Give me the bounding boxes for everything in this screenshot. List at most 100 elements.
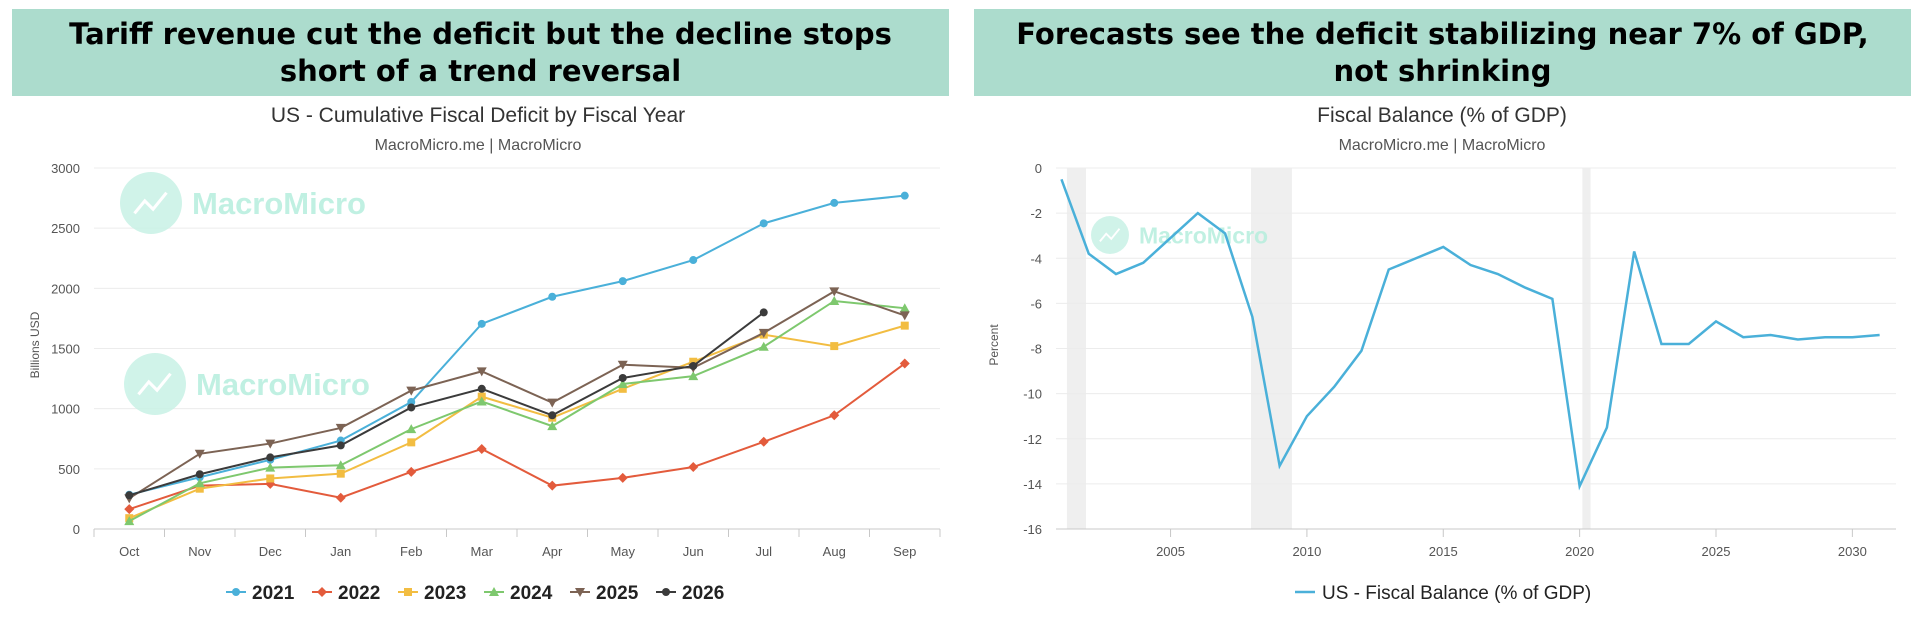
- left-x-tick-label: Dec: [259, 544, 283, 559]
- legend-marker-2024: [489, 587, 499, 596]
- right-y-tick-label: -10: [1023, 387, 1042, 402]
- series-2022-line: [128, 362, 906, 511]
- series-2021-point: [759, 219, 768, 228]
- series-2025-point: [265, 439, 276, 449]
- series-2022-point: [547, 480, 558, 491]
- series-2024-point: [617, 378, 628, 388]
- fiscal-balance-line: [1060, 178, 1880, 491]
- series-2022-point: [476, 443, 487, 454]
- left-x-tick-label: Mar: [471, 544, 494, 559]
- left-x-tick-label: May: [610, 544, 635, 559]
- series-2025-point: [406, 386, 417, 396]
- series-2026: [125, 308, 768, 500]
- left-chart-title: US - Cumulative Fiscal Deficit by Fiscal…: [271, 104, 685, 127]
- right-x-tick-label: 2005: [1156, 544, 1185, 559]
- legend-label-fiscal-balance: US - Fiscal Balance (% of GDP): [1322, 583, 1591, 604]
- right-chart-panel: Forecasts see the deficit stabilizing ne…: [960, 0, 1920, 619]
- right-watermark: MacroMicro: [1091, 216, 1268, 254]
- series-2022-point: [899, 358, 910, 369]
- series-2023-point: [689, 357, 698, 366]
- series-2025-point: [194, 449, 205, 459]
- right-y-axis-title: Percent: [987, 324, 1001, 366]
- left-y-tick-label: 1000: [51, 402, 80, 417]
- series-2021-point: [548, 292, 557, 301]
- series-2026-point: [618, 373, 627, 382]
- series-2024: [124, 295, 910, 526]
- left-banner-headline: Tariff revenue cut the deficit but the d…: [12, 9, 949, 96]
- series-2026-point: [195, 470, 204, 479]
- left-top-watermark-trend-icon: [133, 191, 168, 215]
- left-y-tick-label: 2000: [51, 281, 80, 296]
- series-2023-point: [618, 384, 627, 393]
- left-y-tick-label: 3000: [51, 161, 80, 176]
- series-2026-point: [759, 308, 768, 317]
- series-2025-point: [476, 367, 487, 377]
- series-2026-line: [128, 311, 765, 497]
- left-y-tick-label: 500: [58, 462, 80, 477]
- legend-marker-2021: [232, 588, 240, 596]
- right-y-tick-label: -16: [1023, 522, 1042, 537]
- left-legend: 2021 2022 2023 2024 2025 2026: [226, 583, 724, 604]
- series-2024-point: [899, 303, 910, 313]
- series-2022-point: [617, 472, 628, 483]
- series-2022-point: [335, 492, 346, 503]
- right-y-tick-label: 0: [1035, 161, 1042, 176]
- left-x-tick-label: Jan: [330, 544, 351, 559]
- series-2021-point: [618, 277, 627, 286]
- series-2024-point: [758, 341, 769, 351]
- left-x-tick-label: Aug: [823, 544, 846, 559]
- left-x-tick-label: Oct: [119, 544, 140, 559]
- right-watermark-logo-icon: [1091, 216, 1129, 254]
- series-2024-point: [406, 424, 417, 434]
- legend-marker-2022: [317, 587, 327, 597]
- left-bottom-watermark-text: MacroMicro: [196, 367, 370, 402]
- series-2021-point: [900, 191, 909, 200]
- series-2023-point: [266, 474, 275, 483]
- series-2022-point: [406, 466, 417, 477]
- left-x-tick-label: Jun: [683, 544, 704, 559]
- right-chart-title: Fiscal Balance (% of GDP): [1317, 104, 1567, 127]
- series-2024-point: [829, 295, 840, 305]
- right-chart-subtitle: MacroMicro.me | MacroMicro: [1339, 137, 1546, 154]
- left-gridlines: [94, 167, 940, 530]
- series-2023: [125, 321, 909, 523]
- series-2023-point: [336, 469, 345, 478]
- series-2022-point: [829, 410, 840, 421]
- series-2024-point: [688, 371, 699, 381]
- right-x-tick-label: 2025: [1702, 544, 1731, 559]
- right-x-tick-label: 2010: [1292, 544, 1321, 559]
- series-2023-point: [900, 321, 909, 330]
- series-2024-point: [547, 421, 558, 431]
- right-y-tick-label: -6: [1030, 296, 1042, 311]
- series-2025-point: [829, 287, 840, 297]
- left-top-watermark-logo-icon: [120, 172, 182, 234]
- right-banner-headline: Forecasts see the deficit stabilizing ne…: [974, 9, 1911, 96]
- series-2025-point: [758, 328, 769, 338]
- right-y-tick-label: -8: [1030, 342, 1042, 357]
- series-2024-point: [124, 516, 135, 526]
- series-2022-point: [758, 436, 769, 447]
- series-2026-point: [125, 491, 134, 500]
- right-y-tick-label: -4: [1030, 251, 1042, 266]
- series-2024-point: [476, 396, 487, 406]
- left-top-watermark: MacroMicro: [120, 172, 366, 234]
- series-2021-point: [477, 319, 486, 328]
- left-chart-panel: Tariff revenue cut the deficit but the d…: [12, 9, 949, 604]
- right-y-tick-label: -14: [1023, 477, 1042, 492]
- series-2025-point: [547, 398, 558, 408]
- right-x-tick-label: 2020: [1565, 544, 1594, 559]
- series-2026-point: [689, 361, 698, 370]
- left-y-tick-label: 2500: [51, 221, 80, 236]
- series-2023-point: [407, 438, 416, 447]
- series-2024-point: [194, 478, 205, 488]
- series-2021-point: [830, 198, 839, 207]
- legend-label-2026: 2026: [682, 583, 724, 604]
- series-2023-line: [128, 324, 906, 520]
- series-2025-line: [128, 290, 906, 500]
- series-2022-point: [124, 504, 135, 515]
- left-x-tick-label: Feb: [400, 544, 422, 559]
- left-top-watermark-text: MacroMicro: [192, 186, 366, 221]
- legend-marker-2025: [575, 588, 585, 597]
- series-2022-point: [688, 462, 699, 473]
- series-2025-point: [899, 311, 910, 321]
